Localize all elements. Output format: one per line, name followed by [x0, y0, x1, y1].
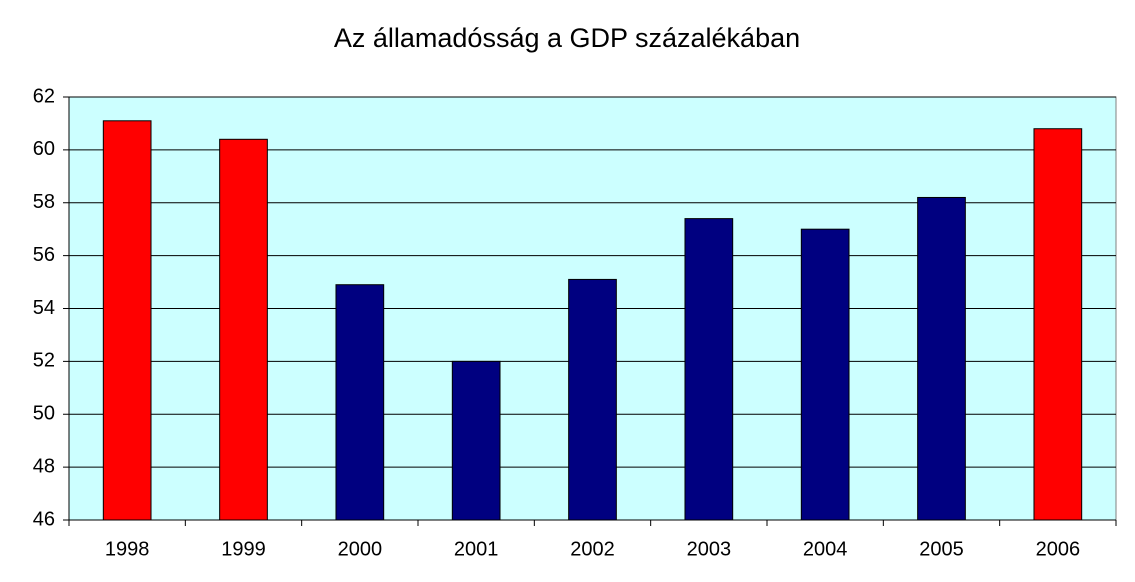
bar — [800, 228, 850, 521]
bar — [1033, 128, 1083, 521]
y-tick-label: 50 — [33, 403, 55, 425]
x-tick-label: 1998 — [105, 538, 150, 560]
y-tick-label: 46 — [33, 508, 55, 530]
x-tick-label: 2005 — [919, 538, 964, 560]
x-tick-label: 2006 — [1036, 538, 1081, 560]
y-tick-label: 58 — [33, 191, 55, 213]
bar — [917, 196, 966, 521]
y-tick-label: 54 — [33, 297, 55, 319]
x-tick-label: 2000 — [338, 538, 383, 560]
y-tick-label: 48 — [33, 455, 55, 477]
x-tick-label: 2004 — [803, 538, 848, 560]
x-tick-label: 2003 — [687, 538, 732, 560]
bar — [102, 120, 152, 521]
x-tick-label: 2001 — [454, 538, 499, 560]
y-tick-label: 52 — [33, 350, 55, 372]
bar — [335, 284, 385, 521]
y-tick-label: 62 — [33, 85, 55, 107]
y-tick-label: 60 — [33, 138, 55, 160]
bar — [451, 360, 501, 521]
x-tick-label: 2002 — [570, 538, 615, 560]
bar — [568, 278, 617, 521]
chart-title: Az államadósság a GDP százalékában — [334, 23, 800, 53]
y-tick-label: 56 — [33, 244, 55, 266]
x-tick-label: 1999 — [221, 538, 266, 560]
bar — [219, 138, 268, 521]
bar — [684, 218, 734, 521]
